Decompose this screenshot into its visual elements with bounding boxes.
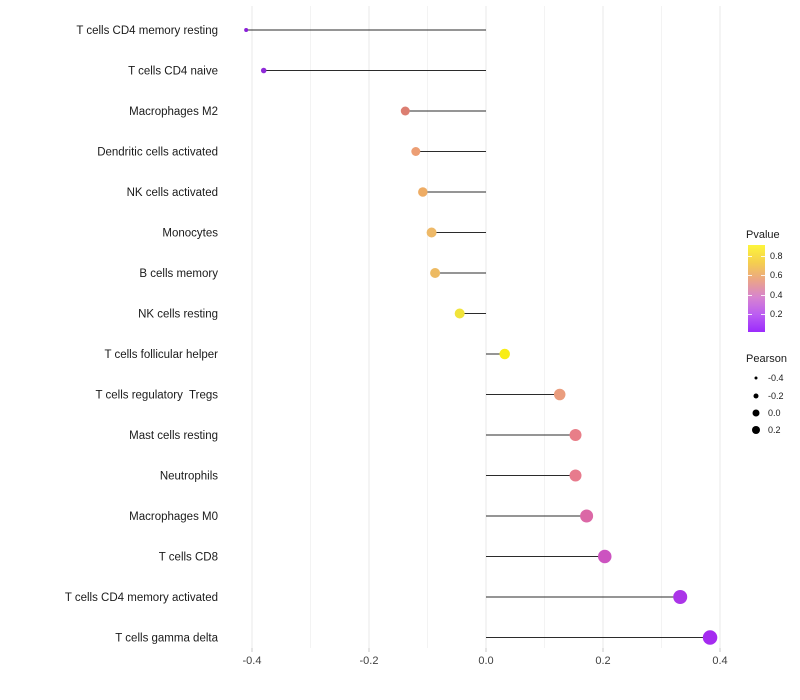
x-axis-tick-label: 0.4 xyxy=(712,655,727,667)
lollipop-dot xyxy=(411,147,421,156)
pvalue-bar-tick xyxy=(761,255,765,257)
x-axis-tick-label: -0.4 xyxy=(243,655,262,667)
pvalue-bar-tick xyxy=(761,275,765,277)
pearson-legend-label: -0.2 xyxy=(768,390,784,401)
x-axis-tick-label: 0.2 xyxy=(595,655,610,667)
category-label: B cells memory xyxy=(139,268,218,280)
pearson-legend-dot xyxy=(754,376,758,380)
lollipop-dot xyxy=(260,67,267,74)
pvalue-bar-tick xyxy=(748,313,752,315)
category-label: NK cells activated xyxy=(127,187,218,199)
category-label: T cells CD4 memory activated xyxy=(65,592,218,604)
lollipop-dot xyxy=(673,590,688,604)
pvalue-bar-tick xyxy=(748,294,752,296)
lollipop-dot xyxy=(598,549,612,564)
x-axis-tick-label: -0.2 xyxy=(360,655,379,667)
category-label: Macrophages M2 xyxy=(129,106,218,118)
pvalue-bar-tick xyxy=(748,275,752,277)
pearson-legend-dot xyxy=(753,393,759,399)
pvalue-tick-label: 0.2 xyxy=(770,308,783,319)
lollipop-dot xyxy=(499,348,510,360)
pvalue-bar-tick xyxy=(761,313,765,315)
x-axis-tick-label: 0.0 xyxy=(478,655,493,667)
pvalue-tick-label: 0.4 xyxy=(770,289,783,300)
category-label: Neutrophils xyxy=(160,471,218,483)
category-label: Monocytes xyxy=(162,228,218,240)
category-label: Mast cells resting xyxy=(129,430,218,442)
pearson-legend-dot xyxy=(752,409,760,417)
lollipop-dot xyxy=(418,187,428,197)
category-label: T cells follicular helper xyxy=(104,349,218,361)
pearson-legend-label: -0.4 xyxy=(768,373,784,384)
lollipop-dot xyxy=(400,106,410,116)
pearson-legend-dot xyxy=(752,426,760,435)
category-label: Dendritic cells activated xyxy=(97,147,218,159)
pvalue-tick-label: 0.8 xyxy=(770,250,783,261)
pearson-legend-label: 0.2 xyxy=(768,425,781,436)
lollipop-dot xyxy=(569,469,582,482)
category-label: NK cells resting xyxy=(138,309,218,321)
lollipop-dot xyxy=(702,630,718,645)
pearson-legend-label: 0.0 xyxy=(768,407,781,418)
category-label: T cells CD4 naive xyxy=(128,66,218,78)
lollipop-dot xyxy=(553,388,566,401)
pvalue-tick-label: 0.6 xyxy=(770,270,783,281)
lollipop-dot xyxy=(426,227,437,238)
category-label: Macrophages M0 xyxy=(129,511,218,523)
pvalue-bar-tick xyxy=(761,294,765,296)
lollipop-dot xyxy=(569,429,582,441)
category-label: T cells CD8 xyxy=(159,552,218,564)
lollipop-dot xyxy=(454,308,465,319)
lollipop-dot xyxy=(430,268,441,278)
pvalue-legend-title: Pvalue xyxy=(746,229,780,241)
category-label: T cells regulatory Tregs xyxy=(95,390,218,402)
pvalue-bar-tick xyxy=(748,255,752,257)
lollipop-dot xyxy=(580,509,594,523)
category-label: T cells CD4 memory resting xyxy=(76,25,218,37)
lollipop-dot xyxy=(244,28,249,32)
category-label: T cells gamma delta xyxy=(115,633,218,645)
pvalue-color-gradient-bar xyxy=(748,245,765,332)
pearson-legend-title: Pearson xyxy=(746,353,787,365)
